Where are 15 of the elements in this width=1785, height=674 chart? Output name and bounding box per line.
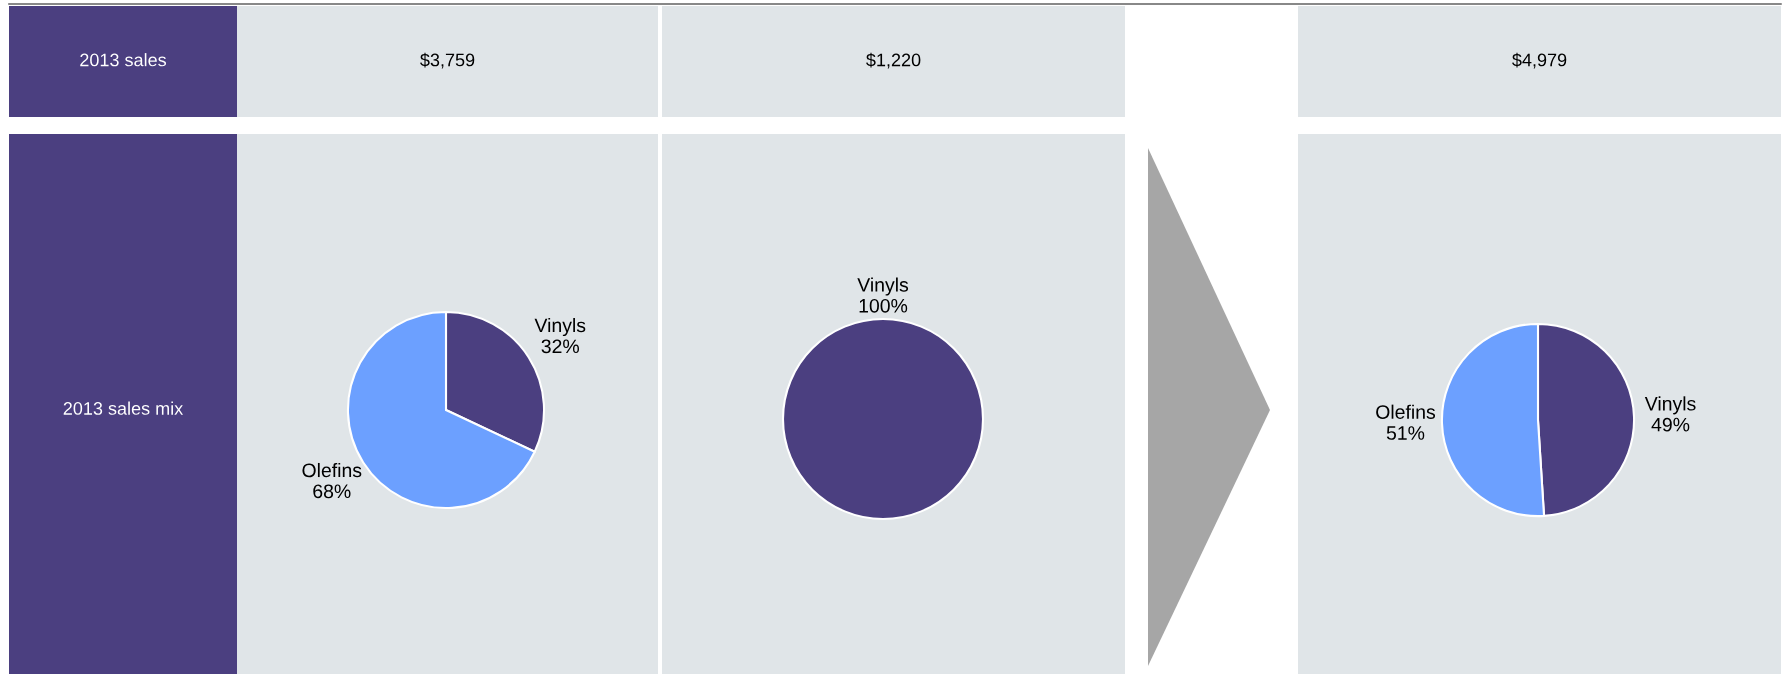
slice-label: Olefins	[1376, 404, 1436, 419]
slice-label: Vinyls	[534, 317, 586, 337]
data-label: 32%	[541, 339, 579, 354]
chart-title: $3,759	[420, 52, 475, 69]
data-label: 51%	[1386, 426, 1425, 440]
slice-label: Vinyls	[1644, 396, 1696, 415]
chart-title: $1,220	[866, 52, 921, 69]
slice-label: Vinyls	[857, 277, 909, 296]
data-label: 68%	[313, 484, 351, 499]
chart-title: $4,979	[1512, 52, 1567, 69]
data-label: 49%	[1651, 417, 1690, 432]
text: 2013 sales mix	[63, 401, 184, 415]
data-label: 100%	[859, 298, 908, 313]
text: 2013 sales	[80, 53, 167, 67]
slice-label: Olefins	[302, 462, 362, 478]
